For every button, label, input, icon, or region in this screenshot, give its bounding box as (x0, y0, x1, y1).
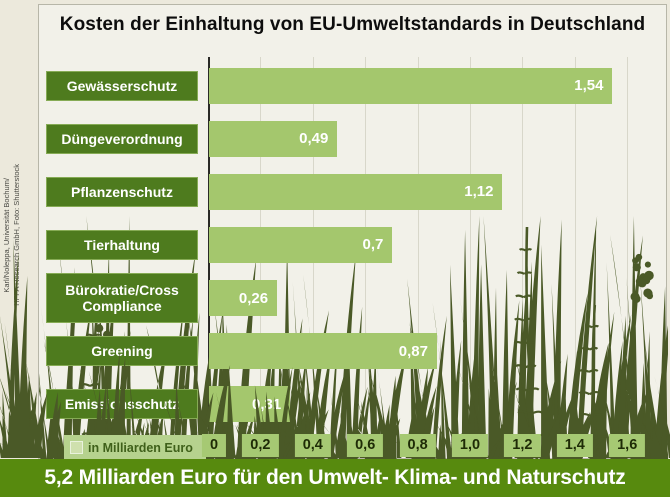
category-label: Bürokratie/Cross Compliance (46, 273, 198, 324)
bar: 1,54 (209, 67, 613, 104)
x-tick-label: 0,6 (347, 434, 384, 457)
summary-banner-text: 5,2 Milliarden Euro für den Umwelt- Klim… (44, 466, 626, 489)
source-credit: Karl/Noleppa, Universität Bochum/ HFFA R… (2, 150, 28, 320)
bar-value-label: 1,54 (574, 77, 604, 95)
chart-panel: Kosten der Einhaltung von EU-Umweltstand… (38, 4, 668, 460)
x-tick-label: 0,4 (294, 434, 331, 457)
bar-value-label: 0,87 (398, 342, 428, 360)
category-label: Düngeverordnung (46, 123, 198, 154)
gridline (522, 57, 524, 431)
x-tick-label: 1,4 (556, 434, 593, 457)
x-tick-label: 1,0 (451, 434, 489, 457)
gridline (627, 57, 629, 431)
category-label: Gewässerschutz (46, 70, 198, 101)
category-label: Greening (46, 336, 198, 367)
category-label: Emissionsschutz (46, 389, 198, 420)
x-tick-label: 0 (201, 434, 227, 457)
bar: 0,49 (209, 120, 338, 157)
category-label: Tierhaltung (46, 229, 198, 260)
gridline (574, 57, 576, 431)
legend: in Milliarden Euro (64, 435, 206, 460)
credit-line-2: HFFA Research GmbH, Foto: Shutterstock (12, 164, 21, 306)
bar: 0,31 (209, 386, 291, 423)
bar-value-label: 0,49 (299, 130, 329, 148)
x-tick-label: 1,6 (609, 434, 646, 457)
x-tick-label: 0,2 (242, 434, 279, 457)
bar: 0,26 (209, 280, 278, 317)
bar-value-label: 1,12 (464, 183, 494, 201)
gridline (417, 57, 419, 431)
legend-swatch-icon (70, 441, 83, 454)
bar-value-label: 0,26 (238, 289, 269, 307)
bar: 1,12 (209, 173, 503, 210)
legend-label: in Milliarden Euro (88, 440, 193, 455)
bar-value-label: 0,7 (362, 236, 384, 254)
bar: 0,7 (209, 226, 393, 263)
gridline (470, 57, 471, 431)
x-tick-label: 0,8 (399, 434, 436, 457)
bar-value-label: 0,31 (252, 395, 282, 413)
category-label: Pflanzenschutz (46, 176, 198, 207)
x-tick-label: 1,2 (504, 434, 541, 457)
chart-title: Kosten der Einhaltung von EU-Umweltstand… (59, 14, 646, 35)
credit-line-1: Karl/Noleppa, Universität Bochum/ (2, 177, 11, 293)
bar: 0,87 (209, 333, 437, 370)
summary-banner: 5,2 Milliarden Euro für den Umwelt- Klim… (0, 459, 670, 497)
